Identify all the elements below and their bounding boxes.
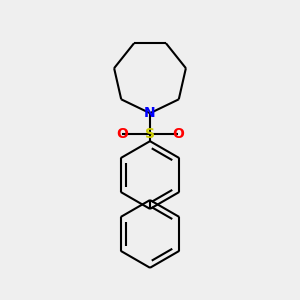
Text: O: O (172, 127, 184, 141)
Text: S: S (145, 127, 155, 141)
Text: O: O (116, 127, 128, 141)
Text: N: N (144, 106, 156, 120)
